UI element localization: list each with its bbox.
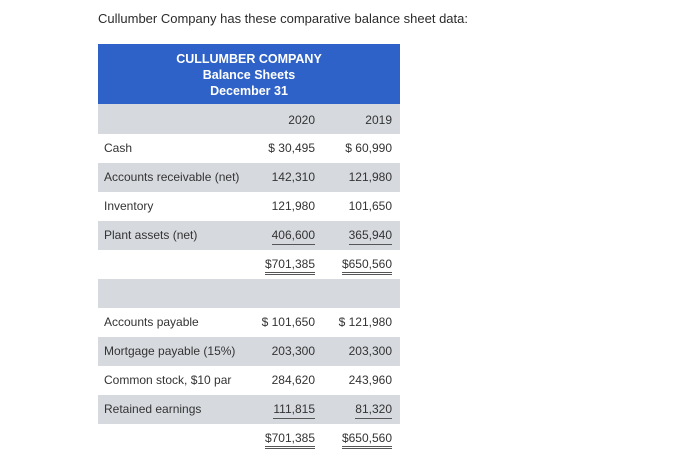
value-2019: $ 121,980 <box>338 315 392 329</box>
balance-sheet-table: CULLUMBER COMPANY Balance Sheets Decembe… <box>98 44 400 453</box>
company-name: CULLUMBER COMPANY <box>176 52 322 66</box>
row-label: Inventory <box>104 199 154 213</box>
year-2019-header: 2019 <box>365 113 392 127</box>
value-2020: 121,980 <box>271 199 315 213</box>
table-row: Mortgage payable (15%) 203,300 203,300 <box>98 337 400 366</box>
table-row: Inventory 121,980 101,650 <box>98 192 400 221</box>
table-row: Retained earnings 111,815 81,320 <box>98 395 400 424</box>
year-header-row: 2020 2019 <box>98 104 400 134</box>
value-2020: 111,815 <box>273 401 315 419</box>
spacer-row <box>98 279 400 308</box>
year-2020-header: 2020 <box>288 113 315 127</box>
row-label: Common stock, $10 par <box>104 373 232 387</box>
value-2019: 243,960 <box>348 373 392 387</box>
row-label: Accounts receivable (net) <box>104 170 240 184</box>
table-row: Accounts payable $ 101,650 $ 121,980 <box>98 308 400 337</box>
value-2020: $ 30,495 <box>268 141 315 155</box>
value-2020: 284,620 <box>271 373 315 387</box>
asset-total-row: $701,385 $650,560 <box>98 250 400 279</box>
asset-total-2020: $701,385 <box>264 256 315 275</box>
table-row: Accounts receivable (net) 142,310 121,98… <box>98 163 400 192</box>
liab-total-2019: $650,560 <box>341 430 392 449</box>
row-label: Mortgage payable (15%) <box>104 344 236 358</box>
value-2020: 142,310 <box>271 170 315 184</box>
row-label: Plant assets (net) <box>104 228 198 242</box>
liab-total-2020: $701,385 <box>264 430 315 449</box>
value-2019: 203,300 <box>348 344 392 358</box>
row-label: Retained earnings <box>104 402 202 416</box>
table-row: Cash $ 30,495 $ 60,990 <box>98 134 400 163</box>
value-2019: 101,650 <box>348 199 392 213</box>
row-label: Cash <box>104 141 133 155</box>
table-header: CULLUMBER COMPANY Balance Sheets Decembe… <box>98 44 400 104</box>
asset-total-2019: $650,560 <box>341 256 392 275</box>
table-row: Common stock, $10 par 284,620 243,960 <box>98 366 400 395</box>
intro-text: Cullumber Company has these comparative … <box>98 11 468 26</box>
liab-total-row: $701,385 $650,560 <box>98 424 400 453</box>
value-2019: $ 60,990 <box>345 141 392 155</box>
statement-title: Balance Sheets <box>202 68 296 82</box>
value-2019: 365,940 <box>348 227 392 245</box>
table-row: Plant assets (net) 406,600 365,940 <box>98 221 400 250</box>
value-2019: 81,320 <box>355 401 392 419</box>
statement-date: December 31 <box>210 84 288 98</box>
value-2020: 203,300 <box>271 344 315 358</box>
value-2019: 121,980 <box>348 170 392 184</box>
row-label: Accounts payable <box>104 315 199 329</box>
value-2020: $ 101,650 <box>261 315 315 329</box>
value-2020: 406,600 <box>271 227 315 245</box>
